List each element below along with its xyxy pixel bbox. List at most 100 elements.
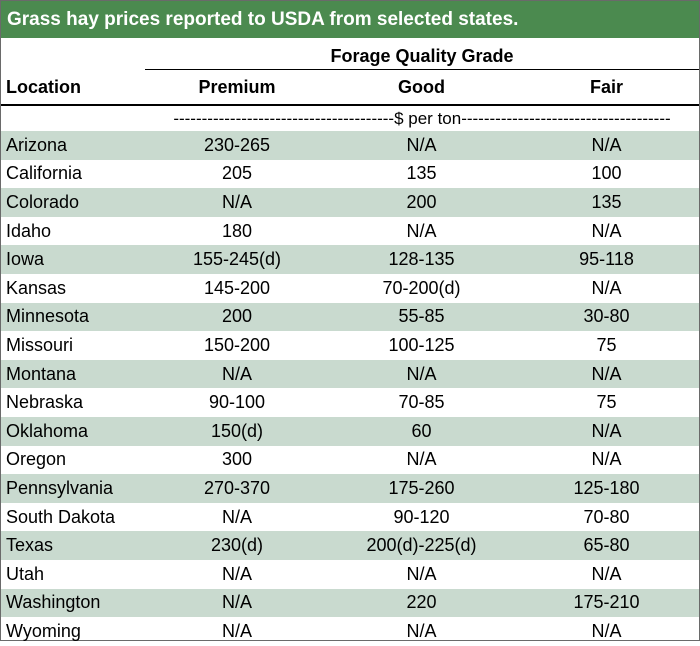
location-cell: Oklahoma xyxy=(6,420,89,441)
table-row: Arizona 230-265 N/A N/A xyxy=(1,131,699,160)
table-row: Colorado N/A 200 135 xyxy=(1,188,699,217)
table-row: South Dakota N/A 90-120 70-80 xyxy=(1,503,699,532)
table-body: Arizona 230-265 N/A N/A California 205 135 100… xyxy=(1,131,699,646)
fair-cell: N/A xyxy=(591,134,622,155)
premium-cell: 200 xyxy=(221,306,253,327)
table-row: Nebraska 90-100 70-85 75 xyxy=(1,388,699,417)
premium-cell: 270-370 xyxy=(203,477,271,498)
table-row: Texas 230(d) 200(d)-225(d) 65-80 xyxy=(1,531,699,560)
premium-cell: N/A xyxy=(221,563,252,584)
location-cell: Utah xyxy=(6,563,45,584)
good-cell: 60 xyxy=(411,420,432,441)
table-row: Missouri 150-200 100-125 75 xyxy=(1,331,699,360)
fair-cell: 75 xyxy=(596,334,617,355)
good-cell: N/A xyxy=(406,620,437,641)
location-cell: Missouri xyxy=(6,334,74,355)
table-row: Minnesota 200 55-85 30-80 xyxy=(1,302,699,332)
good-cell: 135 xyxy=(406,163,437,184)
fair-cell: N/A xyxy=(591,449,622,470)
table-row: Washington N/A 220 175-210 xyxy=(1,588,699,618)
units-row: ---------------------------------------$… xyxy=(1,106,699,131)
good-cell: 70-85 xyxy=(398,392,445,413)
location-cell: Arizona xyxy=(6,134,68,155)
table-row: Oklahoma 150(d) 60 N/A xyxy=(1,416,699,446)
good-cell: 70-200(d) xyxy=(382,277,461,298)
premium-cell: 230-265 xyxy=(203,134,271,155)
fair-cell: 95-118 xyxy=(579,249,634,270)
premium-cell: N/A xyxy=(221,506,252,527)
premium-cell: N/A xyxy=(221,191,252,212)
fair-cell: N/A xyxy=(591,563,622,584)
table-row: Pennsylvania 270-370 175-260 125-180 xyxy=(1,474,699,503)
location-cell: Iowa xyxy=(6,249,45,270)
fair-cell: N/A xyxy=(591,620,622,641)
premium-cell: N/A xyxy=(221,363,252,384)
table-row: Idaho 180 N/A N/A xyxy=(1,217,699,246)
location-column-header: Location xyxy=(6,76,81,97)
fair-cell: N/A xyxy=(591,277,622,298)
good-cell: N/A xyxy=(406,363,437,384)
group-header: Forage Quality Grade xyxy=(1,38,699,70)
premium-cell: 150(d) xyxy=(210,420,264,441)
good-cell: 55-85 xyxy=(398,306,445,327)
fair-cell: N/A xyxy=(591,220,622,241)
good-cell: N/A xyxy=(406,220,437,241)
fair-cell: 70-80 xyxy=(583,506,630,527)
location-cell: South Dakota xyxy=(6,506,116,527)
good-cell: 175-260 xyxy=(388,477,455,498)
units-label: ---------------------------------------$… xyxy=(173,109,671,128)
location-cell: Nebraska xyxy=(6,392,84,413)
fair-cell: 125-180 xyxy=(573,477,640,498)
location-cell: Kansas xyxy=(6,277,67,298)
premium-cell: 230(d) xyxy=(210,535,264,556)
fair-cell: 65-80 xyxy=(583,535,630,556)
good-cell: 220 xyxy=(406,592,437,613)
fair-cell: N/A xyxy=(591,420,622,441)
premium-cell: 180 xyxy=(221,220,253,241)
premium-cell: 300 xyxy=(221,449,253,470)
premium-cell: 205 xyxy=(221,163,253,184)
premium-cell: N/A xyxy=(221,592,252,613)
good-cell: 100-125 xyxy=(388,334,455,355)
column-headers: Location Premium Good Fair xyxy=(1,70,699,106)
good-cell: N/A xyxy=(406,134,437,155)
fair-cell: 75 xyxy=(596,392,617,413)
location-cell: Montana xyxy=(6,363,77,384)
table-row: Wyoming N/A N/A N/A xyxy=(1,617,699,646)
table-row: Kansas 145-200 70-200(d) N/A xyxy=(1,274,699,303)
good-cell: N/A xyxy=(406,563,437,584)
location-cell: Idaho xyxy=(6,220,52,241)
location-cell: Pennsylvania xyxy=(6,477,114,498)
group-header-rule xyxy=(145,69,699,70)
table-row: Utah N/A N/A N/A xyxy=(1,560,699,589)
premium-cell: 90-100 xyxy=(208,392,266,413)
premium-cell: 155-245(d) xyxy=(192,249,282,270)
fair-column-header: Fair xyxy=(589,76,623,97)
good-cell: N/A xyxy=(406,449,437,470)
premium-column-header: Premium xyxy=(198,76,276,97)
good-cell: 90-120 xyxy=(393,506,450,527)
fair-cell: 30-80 xyxy=(583,306,630,327)
fair-cell: 175-210 xyxy=(573,592,640,613)
fair-cell: N/A xyxy=(591,363,622,384)
good-cell: 200 xyxy=(406,191,437,212)
location-cell: Wyoming xyxy=(6,620,81,641)
good-cell: 128-135 xyxy=(388,249,455,270)
location-cell: Washington xyxy=(6,592,101,613)
good-cell: 200(d)-225(d) xyxy=(366,535,477,556)
table-title: Grass hay prices reported to USDA from s… xyxy=(1,1,699,38)
table-row: California 205 135 100 xyxy=(1,160,699,189)
table-row: Iowa 155-245(d) 128-135 95-118 xyxy=(1,245,699,274)
location-cell: California xyxy=(6,163,83,184)
location-cell: Colorado xyxy=(6,191,80,212)
location-cell: Oregon xyxy=(6,449,67,470)
forage-quality-grade-header: Forage Quality Grade xyxy=(330,46,514,66)
table-row: Montana N/A N/A N/A xyxy=(1,359,699,389)
premium-cell: N/A xyxy=(221,620,252,641)
premium-cell: 145-200 xyxy=(203,277,271,298)
fair-cell: 100 xyxy=(591,163,622,184)
fair-cell: 135 xyxy=(591,191,622,212)
good-column-header: Good xyxy=(398,76,445,97)
location-cell: Minnesota xyxy=(6,306,90,327)
